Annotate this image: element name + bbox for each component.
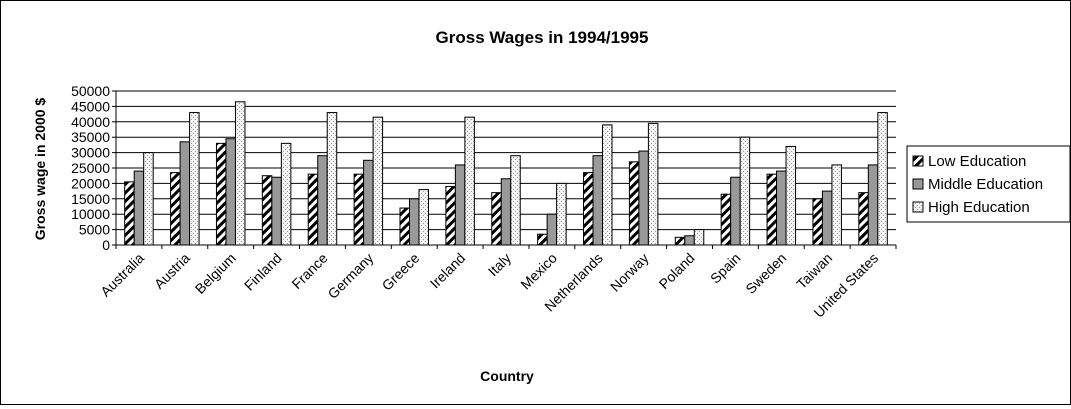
- bar-low-education: [766, 173, 778, 246]
- bar-low-education: [583, 172, 594, 246]
- x-tick-label: Mexico: [517, 250, 560, 293]
- bar-high-education: [143, 152, 154, 246]
- bar-high-education: [510, 155, 521, 246]
- y-tick-label: 45000: [71, 98, 110, 114]
- bar-middle-education: [317, 155, 328, 246]
- bar-low-education: [445, 185, 456, 246]
- gridlines: [116, 90, 896, 231]
- x-tick-label: Greece: [379, 250, 423, 294]
- y-tick-label: 5000: [79, 222, 110, 238]
- bar-middle-education: [546, 213, 558, 246]
- bar-high-education: [464, 116, 475, 246]
- y-tick-label: 15000: [71, 191, 110, 207]
- bar-low-education: [307, 173, 319, 246]
- x-tick-label: Italy: [485, 250, 514, 279]
- chart-title: Gross Wages in 1994/1995: [436, 28, 649, 47]
- y-tick-labels: 0500010000150002000025000300003500040000…: [71, 83, 110, 253]
- y-tick-label: 35000: [71, 129, 110, 145]
- y-tick-label: 50000: [71, 83, 110, 99]
- legend-swatch: [912, 201, 924, 213]
- legend: Low Education Middle Education High Educat…: [906, 145, 1071, 223]
- bar-low-education: [537, 233, 548, 246]
- y-axis-label: Gross wage in 2000 $: [32, 98, 48, 241]
- bar-high-education: [785, 145, 797, 246]
- legend-label: High Education: [928, 199, 1030, 216]
- x-tick-label: Poland: [656, 250, 698, 292]
- y-tick-label: 10000: [71, 206, 110, 222]
- bar-low-education: [353, 173, 365, 246]
- y-tick-label: 20000: [71, 175, 110, 191]
- bar-middle-education: [776, 170, 787, 246]
- bar-high-education: [647, 122, 659, 246]
- bar-middle-education: [133, 170, 145, 246]
- bar-low-education: [491, 192, 502, 246]
- bar-middle-education: [821, 190, 833, 246]
- bar-high-education: [326, 112, 338, 246]
- x-tick-label: Sweden: [742, 250, 789, 297]
- bar-high-education: [739, 136, 751, 246]
- y-tick-label: 0: [102, 237, 110, 253]
- x-tick-label: Taiwan: [793, 250, 835, 292]
- y-tick-label: 30000: [71, 145, 110, 161]
- legend-label: Middle Education: [928, 176, 1043, 193]
- x-tick-label: Spain: [707, 250, 744, 287]
- bar-middle-education: [179, 141, 191, 246]
- x-tick-label: Germany: [324, 250, 376, 302]
- bar-low-education: [812, 198, 823, 246]
- bar-middle-education: [363, 159, 374, 246]
- bar-low-education: [858, 192, 869, 246]
- bar-low-education: [215, 142, 227, 246]
- bar-high-education: [602, 124, 613, 246]
- legend-swatch: [912, 178, 924, 190]
- x-tick-label: Belgium: [192, 250, 239, 297]
- bar-middle-education: [271, 176, 282, 246]
- x-tick-label: Ireland: [427, 250, 469, 292]
- bar-high-education: [189, 112, 200, 246]
- bar-middle-education: [454, 164, 466, 246]
- bar-low-education: [628, 161, 640, 246]
- x-tick-label: Australia: [97, 250, 147, 300]
- x-axis-label: Country: [480, 368, 534, 384]
- x-tick-label: Finland: [241, 250, 285, 294]
- bar-middle-education: [408, 198, 420, 246]
- x-tick-label: Norway: [607, 250, 652, 295]
- y-tick-label: 40000: [71, 114, 110, 130]
- bar-low-education: [399, 207, 410, 246]
- bar-middle-education: [225, 138, 236, 246]
- y-tick-label: 25000: [71, 160, 110, 176]
- bar-middle-education: [638, 150, 649, 246]
- bar-high-education: [234, 101, 246, 246]
- bar-low-education: [674, 236, 686, 246]
- bar-high-education: [693, 229, 705, 246]
- bar-low-education: [170, 172, 181, 246]
- bar-low-education: [720, 193, 732, 246]
- x-tick-label: France: [288, 250, 330, 292]
- x-tick-label: Austria: [151, 250, 193, 292]
- legend-swatch: [912, 155, 924, 167]
- bar-middle-education: [592, 155, 604, 246]
- axes: [112, 90, 897, 249]
- bar-low-education: [124, 181, 135, 246]
- bar-middle-education: [730, 176, 741, 246]
- bar-low-education: [261, 175, 273, 246]
- bar-middle-education: [867, 164, 879, 246]
- legend-label: Low Education: [928, 153, 1026, 170]
- bar-high-education: [372, 116, 384, 246]
- bar-high-education: [831, 164, 842, 246]
- bar-high-education: [556, 182, 567, 246]
- bars: [124, 101, 888, 246]
- bar-middle-education: [500, 178, 512, 246]
- bar-middle-education: [684, 235, 695, 246]
- bar-high-education: [418, 189, 429, 246]
- bar-high-education: [280, 142, 292, 246]
- bar-high-education: [877, 112, 888, 246]
